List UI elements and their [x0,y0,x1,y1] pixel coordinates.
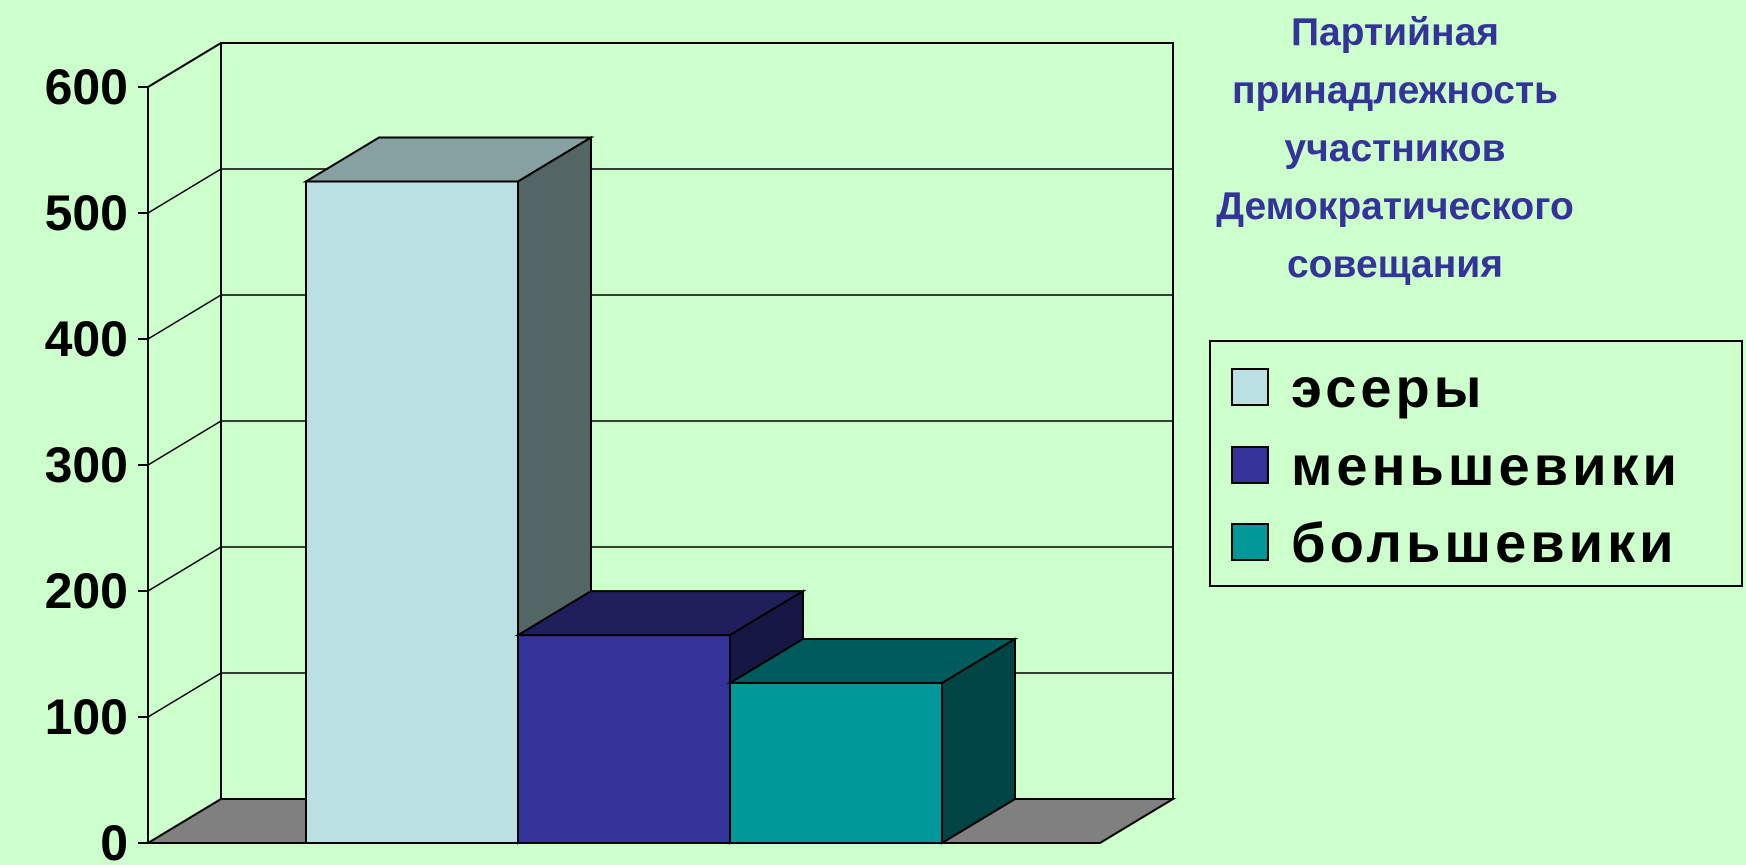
title-line: участников [1284,127,1506,170]
legend-item: меньшевики [1231,430,1681,500]
bar-front [305,180,519,844]
legend: эсеры меньшевики большевики [1209,340,1743,587]
legend-label: большевики [1291,510,1678,574]
y-tick-label: 500 [45,185,128,241]
legend-item: большевики [1231,507,1678,577]
y-tick-label: 200 [45,563,128,619]
gridline-side [147,294,222,340]
y-tick-label: 600 [45,59,128,115]
gridline-side [147,420,222,466]
gridline-side [147,672,222,718]
title-line: Партийная [1290,11,1500,54]
y-axis-ticks: 0 100 200 300 400 500 600 [45,59,128,865]
bar [726,637,1019,845]
bars [302,135,1019,845]
y-tick-label: 0 [100,815,128,865]
legend-label: меньшевики [1291,433,1681,497]
bar-front [729,681,943,844]
title-line: совещания [1286,243,1504,286]
gridline-side [147,546,222,592]
chart-title: Партийная принадлежность участников Демо… [1215,4,1575,294]
legend-swatch [1231,446,1269,484]
bar [302,135,595,845]
y-tick-label: 300 [45,437,128,493]
gridline-side [147,42,222,88]
legend-item: эсеры [1231,352,1486,422]
title-line: Демократического [1216,185,1574,228]
bar-front [517,634,731,844]
legend-swatch [1231,368,1269,406]
legend-swatch [1231,523,1269,561]
title-line: принадлежность [1231,69,1559,112]
legend-label: эсеры [1291,355,1486,419]
y-tick-label: 100 [45,689,128,745]
y-tick-label: 400 [45,311,128,367]
gridline-side [147,168,222,214]
